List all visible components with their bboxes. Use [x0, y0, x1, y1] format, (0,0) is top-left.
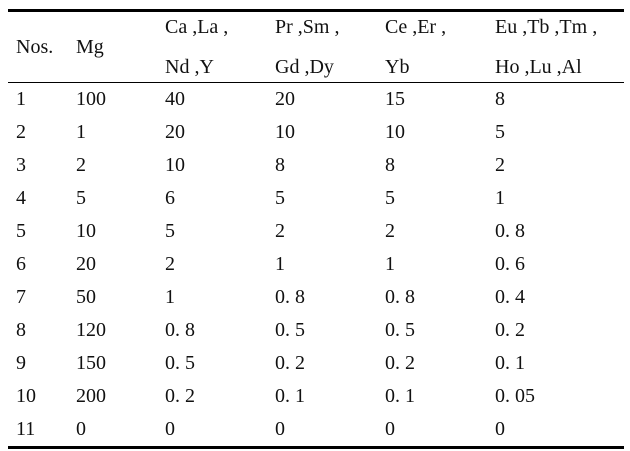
cell-mg: 50 — [76, 286, 96, 308]
cell-ca-la-nd-y: 0. 5 — [165, 352, 195, 374]
cell-ce-er-yb: 8 — [385, 154, 395, 176]
cell-ce-er-yb: 0. 5 — [385, 319, 415, 341]
table-row: 8 120 0. 8 0. 5 0. 5 0. 2 — [8, 314, 624, 347]
cell-mg: 0 — [76, 418, 86, 440]
cell-eu-tb-tm-ho-lu-al: 1 — [495, 187, 505, 209]
cell-ca-la-nd-y: 0. 8 — [165, 319, 195, 341]
cell-ce-er-yb: 0. 2 — [385, 352, 415, 374]
cell-nos: 4 — [16, 187, 26, 209]
cell-ce-er-yb: 5 — [385, 187, 395, 209]
cell-ca-la-nd-y: 2 — [165, 253, 175, 275]
cell-pr-sm-gd-dy: 0. 1 — [275, 385, 305, 407]
data-table: Nos. Mg Ca ,La , Nd ,Y Pr ,Sm , Gd ,Dy C… — [8, 9, 624, 449]
cell-mg: 2 — [76, 154, 86, 176]
column-header-line1: Eu ,Tb ,Tm , — [495, 16, 598, 38]
cell-ca-la-nd-y: 0 — [165, 418, 175, 440]
cell-pr-sm-gd-dy: 1 — [275, 253, 285, 275]
table-row: 2 1 20 10 10 5 — [8, 116, 624, 149]
cell-ca-la-nd-y: 10 — [165, 154, 185, 176]
column-header-nos-label: Nos. — [16, 36, 54, 58]
column-header-line1: Pr ,Sm , — [275, 16, 340, 38]
cell-ca-la-nd-y: 5 — [165, 220, 175, 242]
column-header-line2: Yb — [385, 56, 410, 78]
cell-pr-sm-gd-dy: 8 — [275, 154, 285, 176]
cell-pr-sm-gd-dy: 0 — [275, 418, 285, 440]
column-header-line2: Nd ,Y — [165, 56, 214, 78]
cell-nos: 8 — [16, 319, 26, 341]
cell-ce-er-yb: 10 — [385, 121, 405, 143]
cell-nos: 11 — [16, 418, 36, 440]
cell-ce-er-yb: 1 — [385, 253, 395, 275]
cell-eu-tb-tm-ho-lu-al: 0. 6 — [495, 253, 525, 275]
table-row: 7 50 1 0. 8 0. 8 0. 4 — [8, 281, 624, 314]
cell-ce-er-yb: 0 — [385, 418, 395, 440]
table-header: Nos. Mg Ca ,La , Nd ,Y Pr ,Sm , Gd ,Dy C… — [8, 12, 624, 83]
cell-ca-la-nd-y: 6 — [165, 187, 175, 209]
table-row: 10 200 0. 2 0. 1 0. 1 0. 05 — [8, 380, 624, 413]
cell-ca-la-nd-y: 20 — [165, 121, 185, 143]
cell-pr-sm-gd-dy: 2 — [275, 220, 285, 242]
cell-mg: 1 — [76, 121, 86, 143]
cell-mg: 120 — [76, 319, 106, 341]
table-row: 3 2 10 8 8 2 — [8, 149, 624, 182]
column-header-mg-label: Mg — [76, 36, 104, 58]
cell-ca-la-nd-y: 0. 2 — [165, 385, 195, 407]
table-row: 9 150 0. 5 0. 2 0. 2 0. 1 — [8, 347, 624, 380]
table-row: 6 20 2 1 1 0. 6 — [8, 248, 624, 281]
cell-mg: 10 — [76, 220, 96, 242]
cell-pr-sm-gd-dy: 5 — [275, 187, 285, 209]
column-header-line2: Gd ,Dy — [275, 56, 334, 78]
cell-eu-tb-tm-ho-lu-al: 5 — [495, 121, 505, 143]
column-header-line1: Ca ,La , — [165, 16, 229, 38]
cell-ce-er-yb: 0. 1 — [385, 385, 415, 407]
cell-nos: 10 — [16, 385, 36, 407]
cell-mg: 20 — [76, 253, 96, 275]
cell-pr-sm-gd-dy: 20 — [275, 88, 295, 110]
cell-ce-er-yb: 0. 8 — [385, 286, 415, 308]
cell-nos: 2 — [16, 121, 26, 143]
cell-ca-la-nd-y: 1 — [165, 286, 175, 308]
cell-nos: 5 — [16, 220, 26, 242]
cell-mg: 5 — [76, 187, 86, 209]
cell-nos: 9 — [16, 352, 26, 374]
cell-pr-sm-gd-dy: 0. 8 — [275, 286, 305, 308]
cell-pr-sm-gd-dy: 0. 2 — [275, 352, 305, 374]
cell-eu-tb-tm-ho-lu-al: 2 — [495, 154, 505, 176]
cell-mg: 100 — [76, 88, 106, 110]
table-row: 11 0 0 0 0 0 — [8, 413, 624, 446]
cell-mg: 200 — [76, 385, 106, 407]
cell-eu-tb-tm-ho-lu-al: 8 — [495, 88, 505, 110]
cell-ce-er-yb: 15 — [385, 88, 405, 110]
cell-eu-tb-tm-ho-lu-al: 0. 4 — [495, 286, 525, 308]
cell-eu-tb-tm-ho-lu-al: 0. 8 — [495, 220, 525, 242]
cell-mg: 150 — [76, 352, 106, 374]
column-header-line1: Ce ,Er , — [385, 16, 447, 38]
cell-pr-sm-gd-dy: 0. 5 — [275, 319, 305, 341]
cell-ce-er-yb: 2 — [385, 220, 395, 242]
cell-eu-tb-tm-ho-lu-al: 0 — [495, 418, 505, 440]
cell-nos: 3 — [16, 154, 26, 176]
cell-eu-tb-tm-ho-lu-al: 0. 05 — [495, 385, 535, 407]
cell-nos: 6 — [16, 253, 26, 275]
cell-eu-tb-tm-ho-lu-al: 0. 1 — [495, 352, 525, 374]
table-row: 5 10 5 2 2 0. 8 — [8, 215, 624, 248]
cell-ca-la-nd-y: 40 — [165, 88, 185, 110]
cell-eu-tb-tm-ho-lu-al: 0. 2 — [495, 319, 525, 341]
table-row: 1 100 40 20 15 8 — [8, 83, 624, 116]
cell-nos: 1 — [16, 88, 26, 110]
table-body: 1 100 40 20 15 8 2 1 20 10 10 5 3 2 10 8… — [8, 83, 624, 446]
cell-nos: 7 — [16, 286, 26, 308]
cell-pr-sm-gd-dy: 10 — [275, 121, 295, 143]
table-row: 4 5 6 5 5 1 — [8, 182, 624, 215]
column-header-line2: Ho ,Lu ,Al — [495, 56, 582, 78]
